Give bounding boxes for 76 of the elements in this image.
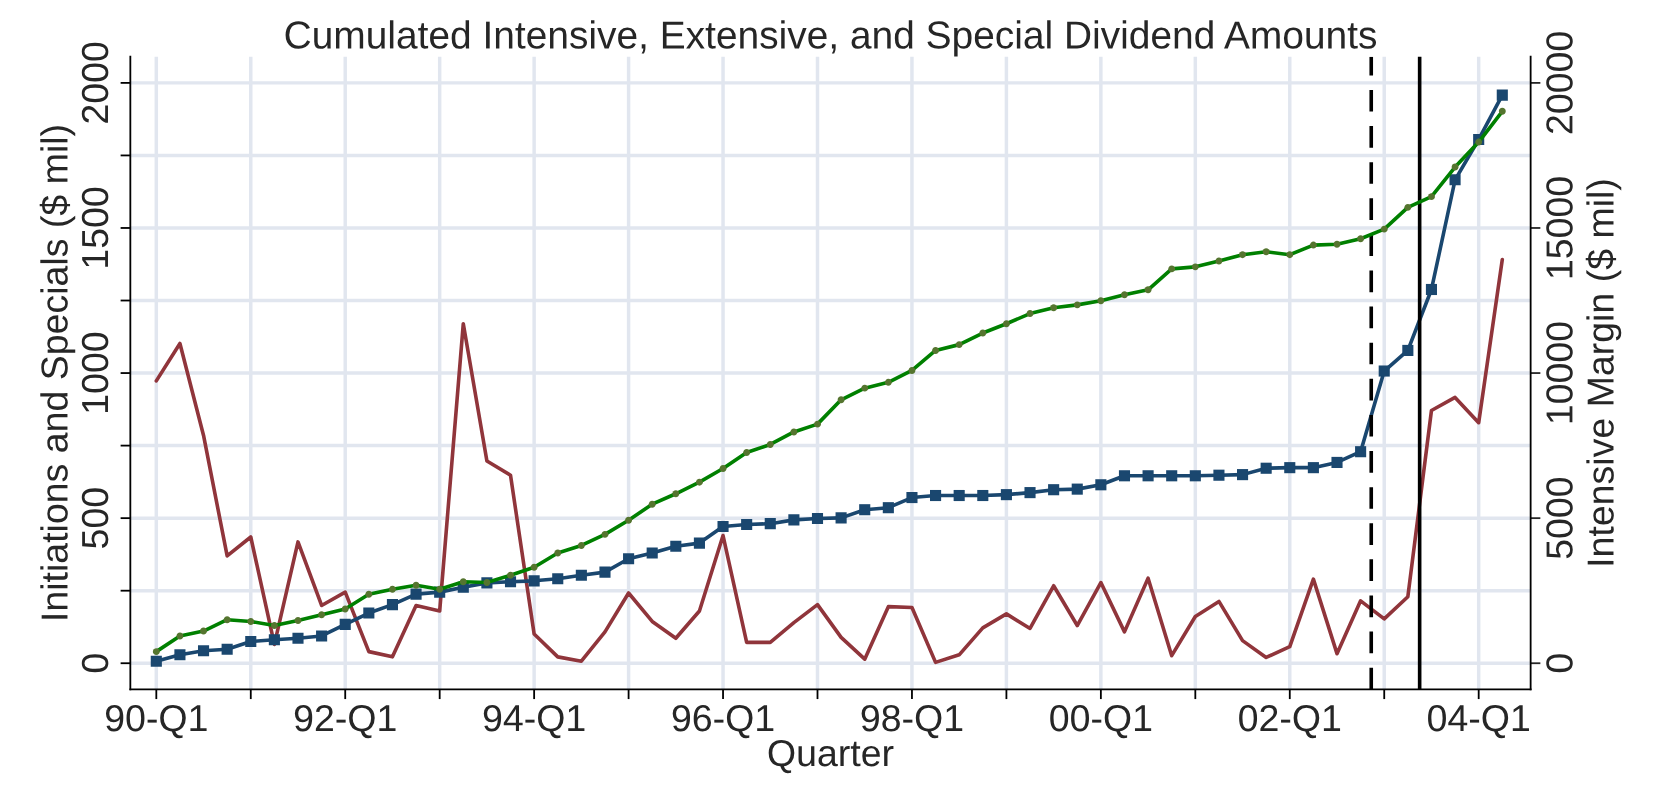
point [552,573,564,585]
line-series [154,257,1505,665]
point [599,566,611,578]
x-tick-label: 04-Q1 [1428,704,1529,739]
point [575,569,587,581]
y-tick-label: 1000 [81,332,109,412]
point [1142,470,1154,482]
point [1378,365,1390,377]
point [410,588,422,600]
y2-tick-label: 10000 [1546,322,1573,423]
point [1402,344,1414,356]
x-tick-label: 96-Q1 [672,704,774,739]
point [197,645,210,657]
point [528,575,540,587]
x-tick-label: 02-Q1 [1239,704,1341,739]
point [859,504,871,516]
point [1118,470,1131,482]
y-tick-label: 500 [81,488,109,548]
point [1260,462,1272,474]
point [1236,469,1249,481]
point [930,489,942,502]
y2-tick-label: 15000 [1546,177,1573,278]
point [1307,462,1319,474]
point [882,502,894,514]
point [1071,483,1083,495]
point [953,489,965,502]
y2-tick-label: 20000 [1546,32,1573,134]
point [363,607,375,619]
point [1048,484,1060,496]
x-tick-label: 98-Q1 [861,704,963,739]
point [1213,469,1225,481]
point [268,634,280,646]
point [670,540,682,552]
point [316,630,328,642]
point [811,512,824,524]
point [386,599,399,611]
point [1166,470,1178,482]
point [1095,479,1107,491]
point [623,553,635,565]
point [1284,462,1296,474]
point [835,512,847,524]
point [906,491,918,504]
point [150,655,162,667]
point [646,547,658,559]
point [1355,446,1367,458]
x-tick-label: 92-Q1 [294,704,396,739]
y-tick-label: 2000 [81,42,109,123]
y-tick-label: 1500 [81,187,109,267]
point [174,649,186,661]
point [1496,89,1508,101]
y2-tick-label: 5000 [1546,477,1573,559]
x-tick-label: 00-Q1 [1050,704,1152,739]
y2-tick-label: 0 [1546,654,1573,673]
point [788,514,800,526]
point [741,518,753,531]
x-tick-label: 94-Q1 [483,704,585,739]
y-tick-label: 0 [81,654,109,673]
point [977,489,989,502]
point [1189,470,1201,482]
point [292,632,304,644]
point [1331,456,1343,468]
point [339,618,351,630]
y2-axis-title: Intensive Margin ($ mil) [1585,180,1622,565]
point [693,537,705,549]
point [245,635,257,648]
point [717,521,729,533]
chart-title: Cumulated Intensive, Extensive, and Special Dividend Amounts [285,20,1377,57]
point [1425,283,1438,296]
point [221,643,233,655]
point [1024,487,1036,499]
point [1000,489,1012,501]
point [764,518,776,530]
x-axis-title: Quarter [768,739,894,774]
point [1449,174,1461,186]
x-tick-label: 90-Q1 [105,704,207,739]
y-axis-title: Initiations and Specials ($ mil) [39,126,76,619]
